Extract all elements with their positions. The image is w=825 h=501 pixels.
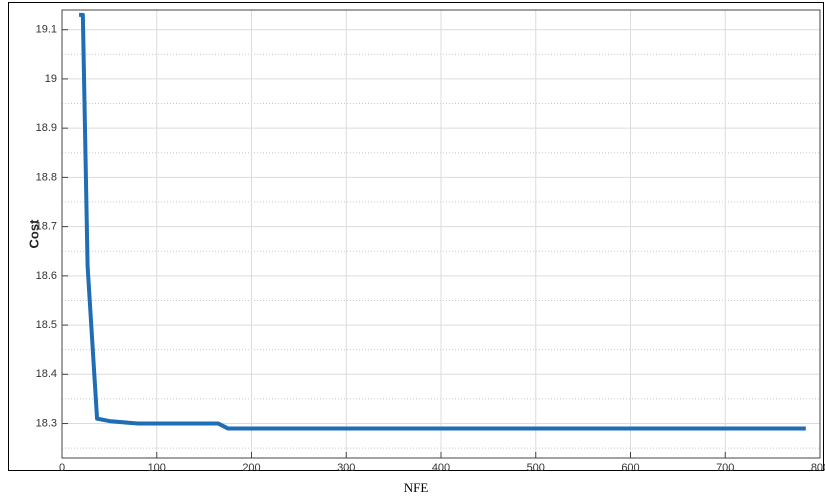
y-tick-label: 19.1 — [36, 24, 57, 36]
y-axis-label: Cost — [26, 219, 41, 249]
x-tick-label: 100 — [148, 462, 166, 474]
x-tick-label: 700 — [716, 462, 734, 474]
y-tick-label: 18.7 — [36, 221, 57, 233]
y-tick-label: 18.5 — [36, 319, 57, 331]
x-tick-label: 400 — [432, 462, 450, 474]
y-tick-label: 18.3 — [36, 417, 57, 429]
x-tick-label: 600 — [621, 462, 639, 474]
line — [79, 12, 806, 431]
y-tick-label: 18.9 — [36, 122, 57, 134]
y-tick-label: 19 — [45, 73, 57, 85]
frame — [8, 2, 824, 471]
x-tick-label: 200 — [242, 462, 260, 474]
x-axis-label: NFE — [404, 480, 429, 495]
x-tick-label: 300 — [337, 462, 355, 474]
axes-box — [61, 9, 821, 459]
y-tick-label: 18.8 — [36, 171, 57, 183]
y-tick-label: 18.4 — [36, 368, 57, 380]
x-tick-label: 0 — [59, 462, 65, 474]
y-tick-label: 18.6 — [36, 270, 57, 282]
x-tick-label: 800 — [811, 462, 825, 474]
x-tick-label: 500 — [527, 462, 545, 474]
